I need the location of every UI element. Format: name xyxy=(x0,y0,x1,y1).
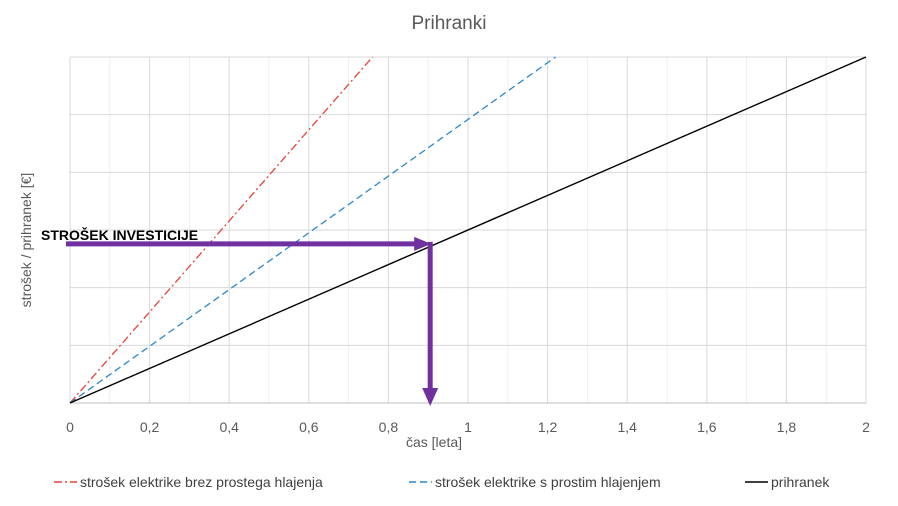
annotation-layer: STROŠEK INVESTICIJE xyxy=(41,226,439,406)
y-axis-label: strošek / prihranek [€] xyxy=(18,173,34,308)
x-tick-label: 0,2 xyxy=(140,419,160,435)
x-tick-label: 1,2 xyxy=(538,419,558,435)
x-tick-label: 0,4 xyxy=(219,419,239,435)
series-line-2 xyxy=(69,56,556,404)
annotation-vertical-arrowhead xyxy=(422,388,439,406)
x-tick-label: 2 xyxy=(862,419,870,435)
x-tick-label: 1,8 xyxy=(777,419,797,435)
x-tick-label: 0 xyxy=(66,419,74,435)
series-layer xyxy=(69,56,867,404)
series-line-1 xyxy=(69,56,373,404)
legend-label-1: strošek elektrike brez prostega hlajenja xyxy=(80,474,323,490)
x-tick-label: 0,8 xyxy=(379,419,399,435)
annotation-label: STROŠEK INVESTICIJE xyxy=(41,226,198,243)
chart-title: Prihranki xyxy=(412,13,487,34)
x-tick-labels: 0 0,2 0,4 0,6 0,8 1 1,2 1,4 1,6 1,8 2 xyxy=(66,419,870,435)
legend-label-3: prihranek xyxy=(771,474,830,490)
x-tick-label: 1,4 xyxy=(617,419,637,435)
annotation-horizontal-arrowhead xyxy=(414,236,432,251)
x-tick-label: 0,6 xyxy=(299,419,319,435)
legend: strošek elektrike brez prostega hlajenja… xyxy=(54,474,830,490)
legend-label-2: strošek elektrike s prostim hlajenjem xyxy=(435,474,661,490)
x-axis-label: čas [leta] xyxy=(406,434,462,450)
x-tick-label: 1,6 xyxy=(697,419,717,435)
x-tick-label: 1 xyxy=(464,419,472,435)
series-line-3 xyxy=(69,56,867,404)
